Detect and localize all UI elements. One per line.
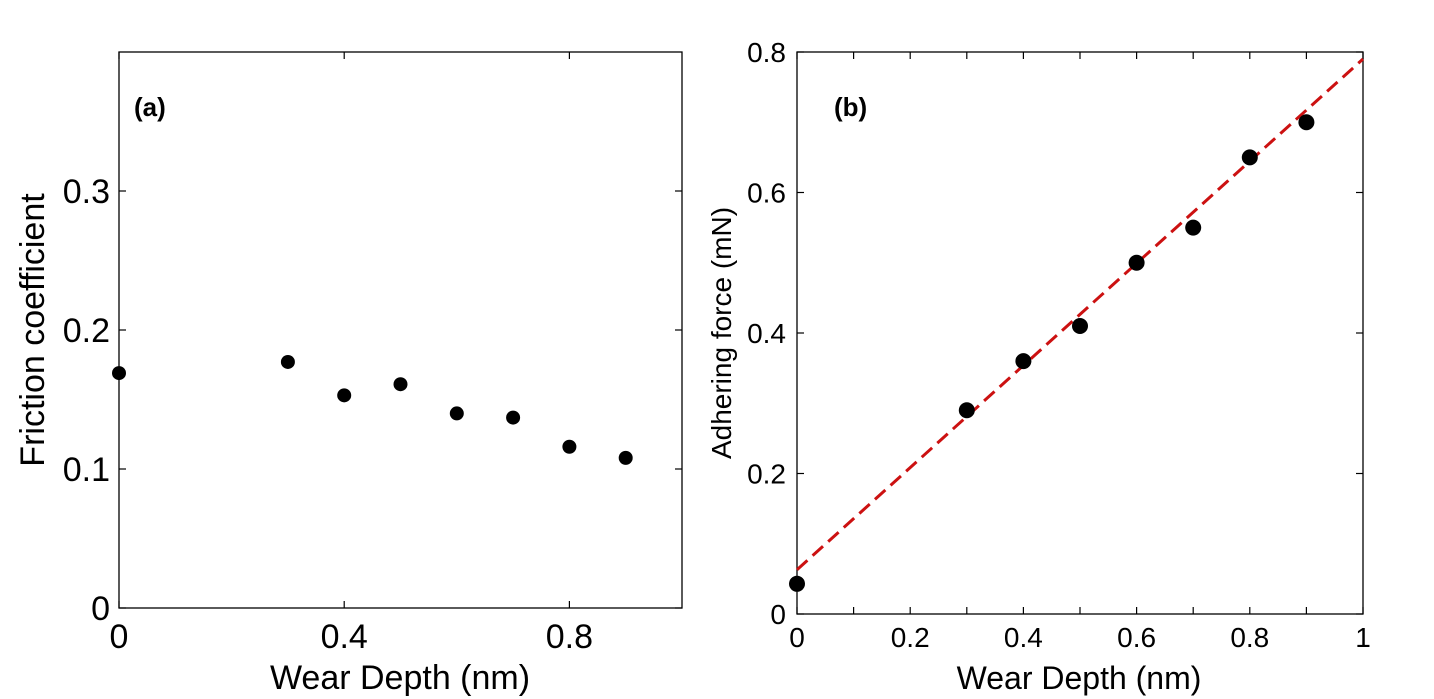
panel-a-data-point (112, 366, 126, 381)
panel-a-data-point (280, 354, 295, 369)
panel-b-tick-labels: 0 0.2 0.4 0.6 0.8 1 0 0.2 0.4 0.6 0.8 (747, 37, 1371, 653)
panel-b-xtick-label: 1 (1355, 622, 1371, 653)
panel-b-ytick-label: 0.8 (747, 37, 786, 68)
panel-b-xtick-label: 0.8 (1230, 622, 1269, 653)
panel-b-marks (789, 114, 1315, 592)
panel-b-xlabel: Wear Depth (nm) (957, 660, 1202, 696)
panel-a-xtick-label: 0.4 (321, 618, 368, 656)
panel-a-data-point (618, 450, 633, 465)
panel-b-xtick-label: 0 (789, 622, 805, 653)
panel-b-ylabel: Adhering force (mN) (706, 207, 737, 459)
panel-a-data-point (562, 439, 577, 454)
panel-a-tick-labels: 0 0.4 0.8 0 0.1 0.2 0.3 (63, 173, 593, 656)
panel-a-ytick-label: 0.2 (63, 312, 110, 350)
panel-b-xtick-label: 0.4 (1004, 622, 1043, 653)
panel-b-data-point (1128, 254, 1145, 271)
panel-a-ticks (118, 52, 682, 609)
panel-a-frame (118, 51, 683, 609)
panel-a-ytick-label: 0.3 (63, 173, 110, 211)
panel-b-label: (b) (834, 92, 867, 122)
panel-b-xtick-label: 0.2 (891, 622, 930, 653)
panel-a-ytick-label: 0 (91, 590, 110, 628)
panel-a-data-point (337, 388, 352, 403)
panel-b-ytick-label: 0 (770, 599, 786, 630)
panel-b-fit-line (795, 57, 1365, 571)
panel-a-data-point (393, 377, 408, 392)
panel-a-ylabel: Friction coefficient (14, 193, 52, 467)
panel-b-data-point (1298, 114, 1315, 131)
panel-a-ytick-label: 0.1 (63, 451, 110, 489)
panel-b-ticks (796, 51, 1364, 615)
panel-a: 0 0.4 0.8 0 0.1 0.2 0.3 (a) Wear Depth (nm) Fr… (14, 51, 683, 697)
panel-b-ytick-label: 0.2 (747, 459, 786, 490)
panel-b-data-point (1072, 317, 1088, 334)
panel-b-xtick-label: 0.6 (1117, 622, 1156, 653)
panel-a-data-point (506, 410, 521, 425)
panel-a-marks (112, 354, 633, 465)
panel-b-data-point (1015, 353, 1032, 370)
panel-b-ytick-label: 0.4 (747, 318, 786, 349)
panel-a-data-point (449, 406, 464, 421)
panel-a-xlabel: Wear Depth (nm) (270, 659, 530, 697)
panel-b-data-point (789, 575, 805, 592)
panel-a-label: (a) (134, 92, 166, 122)
panel-b-data-point (1185, 219, 1202, 236)
panel-b-data-point (1241, 149, 1258, 166)
panel-b-ytick-label: 0.6 (747, 178, 786, 209)
panel-b: 0 0.2 0.4 0.6 0.8 1 0 0.2 0.4 0.6 0.8 (b) Wear Dep… (706, 37, 1371, 696)
panel-b-fit-group (795, 57, 1365, 571)
panel-b-data-point (958, 402, 975, 419)
panel-a-xtick-label: 0.8 (546, 618, 593, 656)
panel-a-xtick-label: 0 (110, 618, 129, 656)
